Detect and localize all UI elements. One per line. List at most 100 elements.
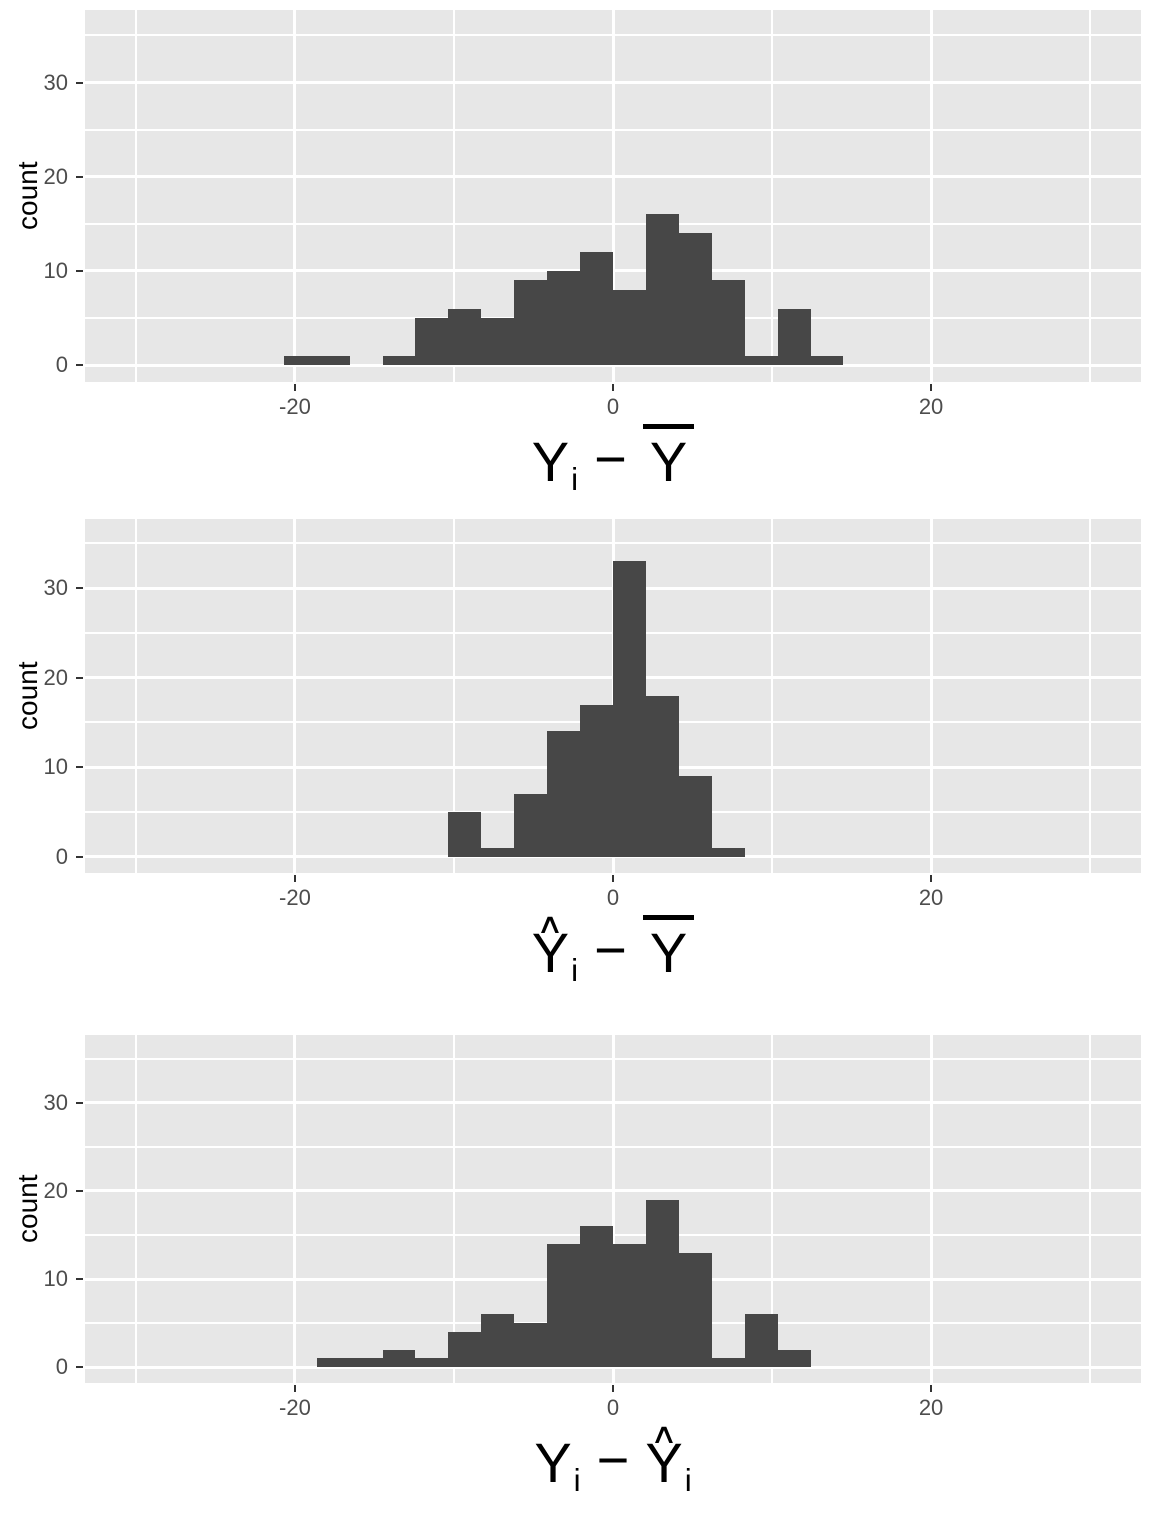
histogram-bar	[547, 270, 581, 366]
histogram-bar	[547, 1243, 581, 1368]
histogram-bar	[382, 1349, 416, 1368]
histogram-bar	[349, 1358, 383, 1368]
y-hat-symbol: Y ∧ i	[531, 907, 579, 988]
y-tick-label: 20	[43, 1177, 68, 1203]
histogram-figure-residuals: count Yi − Y ∧ i -20 0 20 0 10 20 30	[0, 1024, 1152, 1536]
gridline-x-minor	[134, 519, 137, 873]
y-symbol: Yi	[532, 431, 578, 497]
x-axis-title: Y ∧ i − Y	[85, 907, 1141, 988]
histogram-bar	[777, 308, 811, 366]
plot-panel-1	[85, 10, 1141, 382]
y-tick-mark	[76, 766, 83, 769]
gridline-x-minor	[452, 1035, 455, 1383]
y-tick-label: 30	[43, 575, 68, 600]
gridline-x-major	[293, 519, 297, 873]
y-tick-mark	[76, 855, 83, 858]
x-tick-mark	[612, 1385, 614, 1392]
subscript-i: i	[684, 1462, 692, 1498]
histogram-bar	[514, 280, 548, 366]
subscript-i: i	[571, 952, 579, 988]
x-tick-label: 0	[606, 1395, 620, 1420]
y-bar-symbol: Y	[642, 424, 695, 494]
histogram-bar	[613, 1243, 646, 1368]
x-tick-mark	[293, 875, 296, 882]
histogram-bar	[448, 812, 482, 857]
histogram-bar	[678, 776, 712, 857]
gridline-y-major	[85, 855, 1141, 859]
histogram-bar	[316, 1358, 350, 1368]
subscript-i: i	[571, 461, 579, 497]
y-tick-label: 20	[43, 664, 68, 690]
histogram-bar	[744, 1314, 778, 1368]
symbol-base: Y	[531, 430, 570, 494]
gridline-x-major	[293, 1035, 297, 1383]
y-tick-label: 10	[43, 754, 68, 780]
gridline-x-minor	[134, 10, 137, 382]
x-tick-mark	[930, 1385, 933, 1392]
histogram-bar	[415, 317, 449, 366]
y-tick-label: 0	[55, 843, 68, 869]
x-tick-mark	[930, 875, 933, 882]
gridline-y-major	[85, 81, 1141, 85]
histogram-bar	[711, 847, 745, 857]
histogram-bar	[514, 794, 548, 857]
histogram-bar	[514, 1323, 548, 1368]
hat-accent-icon: ∧	[536, 907, 565, 941]
x-axis-title: Yi − Y ∧ i	[85, 1417, 1141, 1498]
histogram-bar	[448, 1331, 482, 1368]
gridline-y-major	[85, 1101, 1141, 1105]
histogram-bar	[744, 355, 778, 366]
x-tick-label: -20	[279, 1395, 311, 1420]
gridline-y-major	[85, 175, 1141, 179]
symbol-base: Y	[649, 430, 688, 494]
histogram-bar	[415, 1358, 449, 1368]
gridline-y-major	[85, 269, 1141, 273]
histogram-bar	[481, 1314, 515, 1368]
x-tick-label: -20	[279, 394, 311, 419]
histogram-bar	[580, 1226, 613, 1368]
x-tick-mark	[930, 384, 933, 391]
histogram-bar	[547, 731, 581, 857]
histogram-bar	[481, 317, 515, 366]
y-tick-mark	[76, 175, 83, 178]
y-symbol: Yi	[534, 1432, 580, 1498]
histogram-bar	[645, 214, 679, 366]
gridline-x-major	[611, 1035, 615, 1383]
y-tick-mark	[76, 269, 83, 272]
gridline-x-major	[929, 1035, 933, 1383]
gridline-x-minor	[771, 1035, 774, 1383]
gridline-x-minor	[452, 519, 455, 873]
x-tick-mark	[612, 875, 614, 882]
symbol-base: Y	[534, 1431, 572, 1495]
y-tick-label: 10	[43, 1266, 68, 1292]
histogram-bar	[580, 252, 613, 366]
symbol-base: Y ∧	[531, 907, 570, 985]
y-tick-mark	[76, 1189, 83, 1192]
y-tick-mark	[76, 676, 83, 679]
histogram-bar	[283, 355, 317, 366]
plot-panel-2	[85, 519, 1141, 873]
y-tick-label: 30	[43, 1089, 68, 1115]
subscript-i: i	[573, 1462, 581, 1498]
gridline-x-minor	[452, 10, 455, 382]
x-tick-label: 0	[606, 394, 620, 419]
symbol-base: Y ∧	[645, 1417, 683, 1495]
gridline-x-major	[293, 10, 297, 382]
y-tick-label: 10	[43, 257, 68, 283]
y-tick-mark	[76, 1366, 83, 1369]
gridline-x-minor	[1089, 10, 1092, 382]
gridline-x-major	[611, 10, 615, 382]
histogram-bar	[678, 1252, 712, 1368]
y-tick-label: 0	[55, 352, 68, 378]
histogram-bar	[711, 1358, 745, 1368]
x-tick-mark	[293, 1385, 296, 1392]
gridline-x-major	[929, 519, 933, 873]
x-tick-label: -20	[279, 885, 311, 910]
y-tick-label: 30	[43, 69, 68, 95]
x-tick-mark	[612, 384, 614, 391]
gridline-x-minor	[134, 1035, 137, 1383]
symbol-base: Y	[649, 921, 688, 985]
histogram-bar	[580, 704, 613, 857]
histogram-bar	[613, 289, 646, 366]
hat-accent-icon: ∧	[650, 1417, 678, 1451]
